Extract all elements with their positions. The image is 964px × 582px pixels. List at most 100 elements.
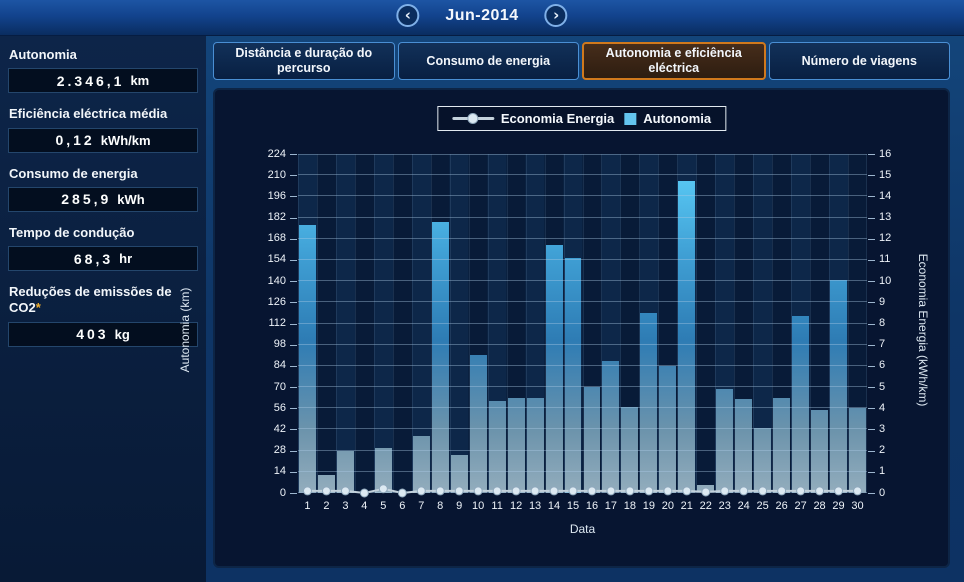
bar-day-3: [336, 450, 354, 493]
gridline-horizontal: [298, 343, 867, 345]
y-left-tick-label: 140: [267, 274, 286, 287]
gridline-vertical: [582, 154, 584, 493]
line-marker-day-7: [416, 486, 426, 496]
x-tick-label-day-6: 6: [399, 500, 406, 512]
gridline-horizontal: [298, 322, 867, 324]
y-left-tick-label: 56: [273, 401, 286, 414]
gridline-horizontal: [298, 216, 867, 218]
gridline-vertical: [373, 154, 375, 493]
bar-day-24: [735, 399, 753, 493]
top-header-bar: ‹ Jun-2014 ›: [0, 0, 964, 36]
y-right-tick-label: 0: [879, 486, 886, 499]
month-navigator: ‹ Jun-2014 ›: [396, 4, 568, 27]
y-right-tickmark: [868, 175, 875, 177]
y-left-tick-label: 210: [267, 168, 286, 181]
x-tick-label-day-8: 8: [437, 500, 444, 512]
gridline-vertical: [658, 154, 660, 493]
y-right-tick-label: 14: [879, 189, 892, 202]
line-marker-day-19: [644, 486, 654, 496]
y-right-tick-label: 13: [879, 211, 892, 224]
line-marker-day-25: [758, 486, 768, 496]
co2-footnote-asterisk: *: [35, 300, 41, 316]
gridline-vertical: [620, 154, 622, 493]
x-tick-label-day-24: 24: [737, 500, 750, 512]
line-marker-day-27: [796, 486, 806, 496]
gridline-vertical: [601, 154, 603, 493]
y-left-tick-label: 154: [267, 253, 286, 266]
stat-autonomia: Autonomia 2.346,1 km: [8, 41, 198, 94]
gridline-horizontal: [298, 301, 867, 303]
line-marker-day-11: [492, 486, 502, 496]
bar-day-2: [317, 474, 335, 493]
gridline-vertical: [791, 154, 793, 493]
line-marker-day-22: [701, 487, 711, 497]
y-left-tickmark: [290, 154, 297, 155]
gridline-horizontal: [298, 364, 867, 366]
x-tick-label-day-18: 18: [623, 500, 637, 512]
y-left-tick-label: 98: [273, 338, 286, 351]
gridline-horizontal: [298, 280, 867, 282]
gridline-vertical: [449, 154, 451, 493]
x-tick-label-day-16: 16: [585, 500, 599, 512]
x-tick-label-day-2: 2: [323, 500, 330, 512]
y-right-tickmark: [868, 323, 875, 325]
line-marker-day-10: [473, 486, 483, 496]
x-tick-label-day-11: 11: [491, 500, 503, 512]
y-left-tick-label: 126: [267, 295, 286, 308]
bar-line-chart: Autonomia (km) Economia Energia (kWh/km)…: [178, 90, 948, 566]
y-left-tickmark: [290, 450, 297, 452]
bar-day-26: [773, 397, 791, 493]
previous-month-button[interactable]: ‹: [396, 4, 420, 27]
stat-consumo: Consumo de energia 285,9 kWh: [8, 160, 198, 212]
tab-numero-viagens[interactable]: Número de viagens: [768, 42, 950, 80]
y-left-tick-label: 0: [279, 486, 286, 499]
y-left-tick-label: 182: [267, 211, 286, 224]
line-marker-day-17: [606, 486, 616, 496]
line-marker-day-28: [815, 486, 825, 496]
next-month-button[interactable]: ›: [544, 4, 568, 27]
gridline-horizontal: [298, 154, 867, 155]
y-left-tickmark: [290, 493, 297, 494]
gridline-horizontal: [298, 407, 867, 409]
y-left-tick-label: 42: [273, 422, 286, 435]
gridline-vertical: [829, 154, 831, 493]
stat-value-box: 2.346,1 km: [8, 68, 198, 94]
stats-sidebar: Autonomia 2.346,1 km Eficiência eléctric…: [0, 36, 206, 582]
x-tick-label-day-15: 15: [566, 500, 580, 512]
y-left-tick-label: 224: [267, 147, 286, 160]
x-tick-label-day-23: 23: [718, 500, 731, 512]
chart-legend: Economia Energia Autonomia: [436, 106, 727, 131]
x-tick-label-day-7: 7: [418, 500, 425, 512]
gridline-horizontal: [298, 386, 867, 388]
stat-value-box: 68,3 hr: [8, 246, 198, 271]
x-axis-title: Data: [569, 522, 596, 536]
line-marker-day-30: [853, 486, 863, 496]
y-left-tickmark: [290, 344, 297, 346]
bar-day-18: [621, 406, 639, 493]
bar-day-17: [602, 361, 620, 493]
y-right-tickmark: [868, 281, 875, 283]
y-right-tick-label: 12: [879, 232, 892, 245]
gridline-vertical: [772, 154, 774, 493]
x-tick-label-day-3: 3: [342, 500, 349, 512]
line-marker-day-12: [511, 486, 521, 496]
y-left-tick-label: 112: [268, 317, 286, 329]
y-right-tick-label: 16: [879, 147, 892, 160]
tab-distancia-duracao[interactable]: Distância e duração do percurso: [213, 42, 395, 80]
x-tick-label-day-17: 17: [604, 500, 618, 512]
gridline-vertical: [298, 154, 299, 493]
gridline-vertical: [335, 154, 337, 493]
line-marker-day-29: [834, 486, 844, 496]
stat-label: Reduções de emissões de CO2*: [9, 284, 172, 316]
tab-autonomia-eficiencia[interactable]: Autonomia e eficiência eléctrica: [582, 42, 766, 80]
y-right-tick-label: 1: [879, 465, 886, 478]
bar-swatch-icon: [624, 112, 637, 125]
tab-consumo-energia[interactable]: Consumo de energia: [397, 42, 579, 80]
chart-panel: Economia Energia Autonomia Autonomia (km…: [178, 88, 950, 568]
y-left-tickmark: [290, 365, 297, 367]
y-right-tick-label: 10: [879, 274, 892, 287]
y-right-tickmark: [868, 154, 875, 155]
line-marker-day-26: [777, 486, 787, 496]
gridline-horizontal: [298, 428, 867, 430]
bar-day-12: [507, 397, 525, 493]
